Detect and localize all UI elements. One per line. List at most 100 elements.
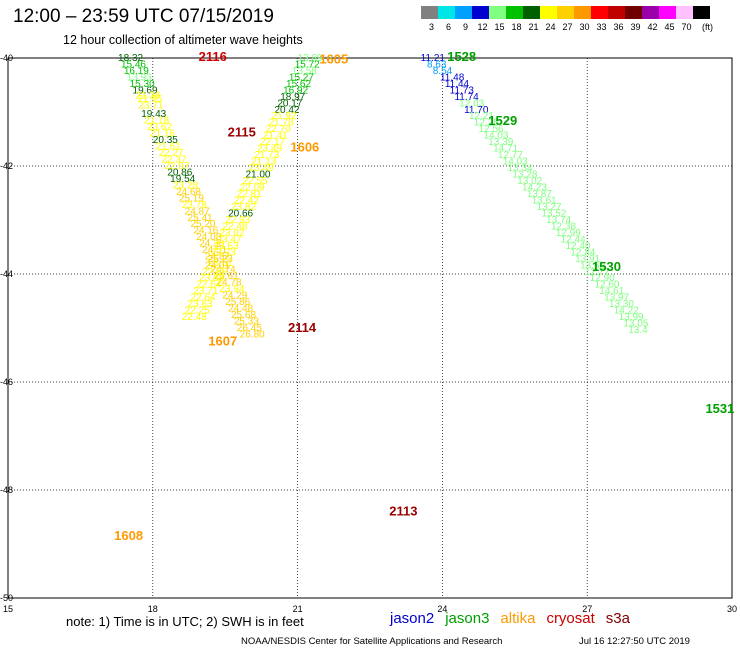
wave-height-value: 13.4 (628, 325, 648, 336)
wave-height-value: 12.40 (565, 241, 590, 252)
wave-height-value: 22.64 (196, 280, 221, 291)
wave-height-value: 21.18 (144, 116, 169, 127)
wave-height-value: 21.92 (272, 111, 297, 122)
wave-height-value: 25.68 (231, 310, 256, 321)
wave-height-value: 15.72 (295, 59, 320, 70)
legend-swatch (421, 6, 438, 19)
wave-height-value: 24.29 (222, 291, 247, 302)
wave-height-value: 22.09 (240, 183, 265, 194)
y-tick-label: -44 (0, 269, 13, 279)
legend-swatch (455, 6, 472, 19)
wave-height-value: 13.28 (512, 170, 537, 181)
wave-height-value: 11.21 (421, 53, 446, 64)
legend-bin-label: 33 (596, 22, 607, 32)
wave-height-value: 13.99 (619, 312, 644, 323)
wave-height-value: 21.73 (254, 150, 279, 161)
wave-height-value: 12.84 (570, 247, 595, 258)
wave-height-value: 22.97 (164, 161, 189, 172)
wave-height-value: 13.87 (527, 189, 552, 200)
legend-bin-label: 39 (630, 22, 641, 32)
track-label: 1530 (592, 259, 621, 274)
y-tick-label: -40 (0, 53, 13, 63)
track-label: 1528 (447, 49, 476, 64)
generated-timestamp: Jul 16 12:27:50 UTC 2019 (579, 636, 690, 647)
chart-title: 12:00 – 23:59 UTC 07/15/2019 (13, 6, 274, 27)
wave-height-value: 11.44 (445, 79, 470, 90)
legend-bin-label: 21 (528, 22, 539, 32)
wave-height-value: 13.61 (532, 195, 557, 206)
wave-height-value: 22.27 (159, 148, 184, 159)
wave-height-value: 20.42 (274, 105, 299, 116)
track-label: 2113 (389, 504, 417, 519)
wave-height-value: 24.78 (217, 278, 242, 289)
wave-height-value: 23.88 (199, 273, 224, 284)
track-label: 1608 (114, 528, 143, 543)
wave-height-value: 12.25 (474, 118, 499, 129)
legend-swatch (438, 6, 455, 19)
wave-height-value: 25.23 (208, 254, 233, 265)
legend-swatch (540, 6, 557, 19)
wave-height-value: 22.17 (260, 137, 285, 148)
x-tick-label: 15 (3, 604, 13, 614)
wave-height-value: 21.36 (135, 91, 160, 102)
wave-height-value: 24.48 (228, 303, 253, 314)
wave-height-value: 11.73 (450, 85, 475, 96)
wave-height-value: 24.08 (196, 232, 221, 243)
wave-height-value: 13.97 (604, 293, 629, 304)
wave-height-value: 11.70 (464, 105, 489, 116)
legend-bin-label: 70 (681, 22, 692, 32)
wave-height-value: 13.93 (127, 72, 152, 83)
wave-height-value: 12.60 (594, 280, 619, 291)
wave-height-value: 24.36 (199, 239, 224, 250)
legend-swatch (557, 6, 574, 19)
wave-height-value: 13.27 (537, 202, 562, 213)
wave-height-value: 22.37 (161, 154, 186, 165)
wave-height-value: 19.69 (133, 85, 158, 96)
wave-height-value: 18.97 (280, 92, 305, 103)
satellite-altika: altika (500, 610, 536, 627)
wave-height-value: 11.74 (454, 92, 479, 103)
wave-height-value: 23.49 (248, 163, 273, 174)
wave-height-value: 24.68 (176, 187, 201, 198)
wave-height-value: 13.02 (517, 176, 542, 187)
wave-height-value: 12.77 (585, 267, 610, 278)
track-label: 1605 (319, 52, 348, 67)
wave-height-value: 12.03 (459, 98, 484, 109)
wave-height-value: 12.44 (561, 234, 586, 245)
wave-height-value: 12.38 (551, 221, 576, 232)
wave-height-value: 21.00 (245, 170, 270, 181)
wave-height-value: 11.48 (440, 72, 465, 83)
wave-height-value: 23.47 (217, 234, 242, 245)
wave-height-value: 12.77 (498, 150, 523, 161)
legend-swatch (506, 6, 523, 19)
legend-swatch (625, 6, 642, 19)
wave-height-value: 23.94 (219, 284, 244, 295)
points-layer: 18.3215.4616.1913.9315.3019.6921.3621.95… (118, 53, 649, 340)
legend-bin-label: 6 (445, 22, 451, 32)
wave-height-value: 23.71 (138, 100, 163, 111)
legend-bin-label: 36 (613, 22, 624, 32)
wave-height-value: 12.99 (556, 228, 581, 239)
legend-swatch (693, 6, 710, 19)
satellite-legend: jason2 jason3 altika cryosat s3a (390, 610, 641, 627)
wave-height-value: 8.54 (433, 66, 453, 77)
wave-height-value: 20.17 (277, 98, 302, 109)
legend-swatch (472, 6, 489, 19)
legend-swatch (523, 6, 540, 19)
wave-height-value: 26.45 (237, 323, 262, 334)
track-label: 2115 (228, 125, 256, 140)
legend-bin-label: 42 (647, 22, 658, 32)
wave-height-value: 22.93 (225, 215, 250, 226)
x-tick-label: 21 (293, 604, 303, 614)
wave-height-value: 19.43 (141, 109, 166, 120)
legend-bin-label: 45 (664, 22, 675, 32)
wave-height-value: 25.61 (214, 271, 239, 282)
wave-height-value: 15.30 (130, 79, 155, 90)
wave-height-value: 16.92 (283, 85, 308, 96)
wave-height-value: 23.63 (188, 299, 213, 310)
legend-bin-label: 15 (494, 22, 505, 32)
wave-height-value: 24.87 (205, 252, 230, 263)
legend-swatch (608, 6, 625, 19)
wave-height-value: 25.19 (179, 193, 204, 204)
